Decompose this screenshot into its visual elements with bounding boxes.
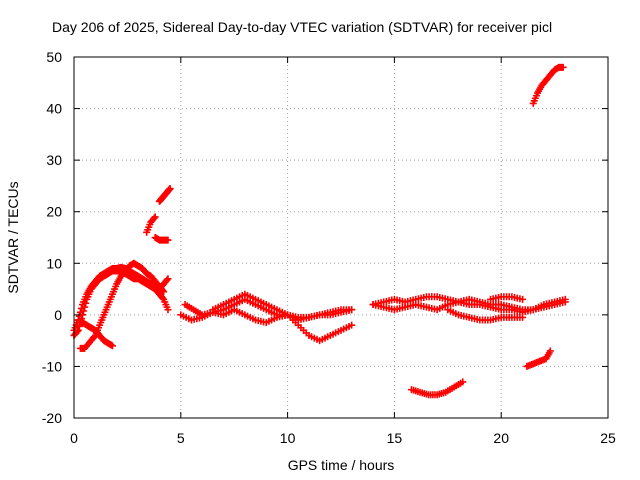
y-tick-label: 20 bbox=[46, 204, 62, 220]
series-arc-late-5 bbox=[407, 378, 467, 399]
data-point-interp bbox=[81, 303, 89, 311]
axis-ticks: 0 5 10 15 20 25 -20 -10 0 10 20 30 40 50 bbox=[42, 49, 616, 446]
data-point-interp bbox=[82, 299, 90, 307]
data-point-interp bbox=[159, 286, 167, 294]
data-point bbox=[561, 298, 569, 306]
grid-lines bbox=[74, 57, 608, 418]
data-points bbox=[70, 63, 569, 399]
x-tick-label: 5 bbox=[177, 430, 185, 446]
data-point bbox=[164, 275, 172, 283]
x-tick-label: 15 bbox=[387, 430, 403, 446]
data-point bbox=[559, 63, 567, 71]
y-tick-label: 40 bbox=[46, 101, 62, 117]
data-point bbox=[74, 326, 82, 334]
data-point bbox=[79, 311, 87, 319]
series-arc-early-4 bbox=[76, 259, 168, 352]
data-point bbox=[164, 236, 172, 244]
plot-frame bbox=[73, 56, 609, 419]
series-arc-late-7 bbox=[529, 63, 567, 107]
data-point-interp bbox=[159, 294, 167, 302]
y-tick-label: -20 bbox=[42, 410, 62, 426]
data-point bbox=[519, 295, 527, 303]
data-point bbox=[348, 306, 356, 314]
series-arc-early-6 bbox=[151, 234, 172, 244]
series-arc-late-3 bbox=[444, 306, 527, 324]
y-tick-label: 10 bbox=[46, 255, 62, 271]
data-point-interp bbox=[163, 276, 171, 284]
series-arc-early-3 bbox=[74, 316, 116, 350]
series-arc-early-7 bbox=[155, 185, 174, 205]
series-arc-late-6 bbox=[523, 347, 554, 370]
data-point bbox=[151, 213, 159, 221]
x-tick-label: 10 bbox=[280, 430, 296, 446]
data-point bbox=[546, 347, 554, 355]
series-arc-late-4 bbox=[487, 293, 527, 303]
data-point bbox=[164, 306, 172, 314]
data-point-interp bbox=[73, 328, 81, 336]
y-tick-label: 50 bbox=[46, 49, 62, 65]
data-point bbox=[519, 313, 527, 321]
data-point bbox=[160, 288, 168, 296]
series-arc-late-2 bbox=[369, 295, 569, 314]
y-axis-label: SDTVAR / TECUs bbox=[5, 181, 21, 293]
x-tick-label: 25 bbox=[600, 430, 616, 446]
x-axis-label: GPS time / hours bbox=[288, 457, 395, 473]
data-point-interp bbox=[80, 307, 88, 315]
series-arc-early-5 bbox=[143, 213, 159, 236]
x-tick-label: 0 bbox=[70, 430, 78, 446]
data-point bbox=[459, 378, 467, 386]
y-tick-label: 30 bbox=[46, 152, 62, 168]
data-point bbox=[166, 185, 174, 193]
data-point bbox=[348, 321, 356, 329]
series-arc-mid-2 bbox=[177, 306, 356, 327]
data-point-interp bbox=[150, 214, 158, 222]
y-tick-label: -10 bbox=[42, 358, 62, 374]
chart-title: Day 206 of 2025, Sidereal Day-to-day VTE… bbox=[52, 19, 552, 35]
series-arc-mid-3 bbox=[209, 290, 356, 345]
data-point bbox=[108, 342, 116, 350]
x-tick-label: 20 bbox=[493, 430, 509, 446]
y-tick-label: 0 bbox=[54, 307, 62, 323]
data-point-interp bbox=[90, 333, 98, 341]
